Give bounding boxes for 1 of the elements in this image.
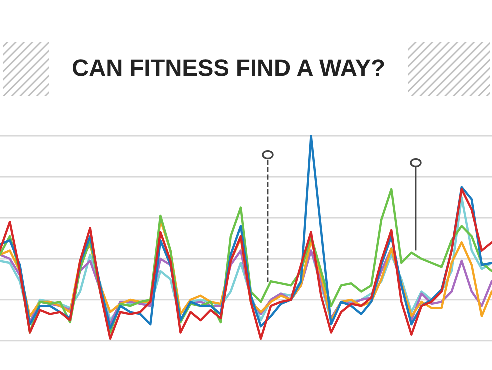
- chart-title: CAN FITNESS FIND A WAY?: [72, 60, 384, 76]
